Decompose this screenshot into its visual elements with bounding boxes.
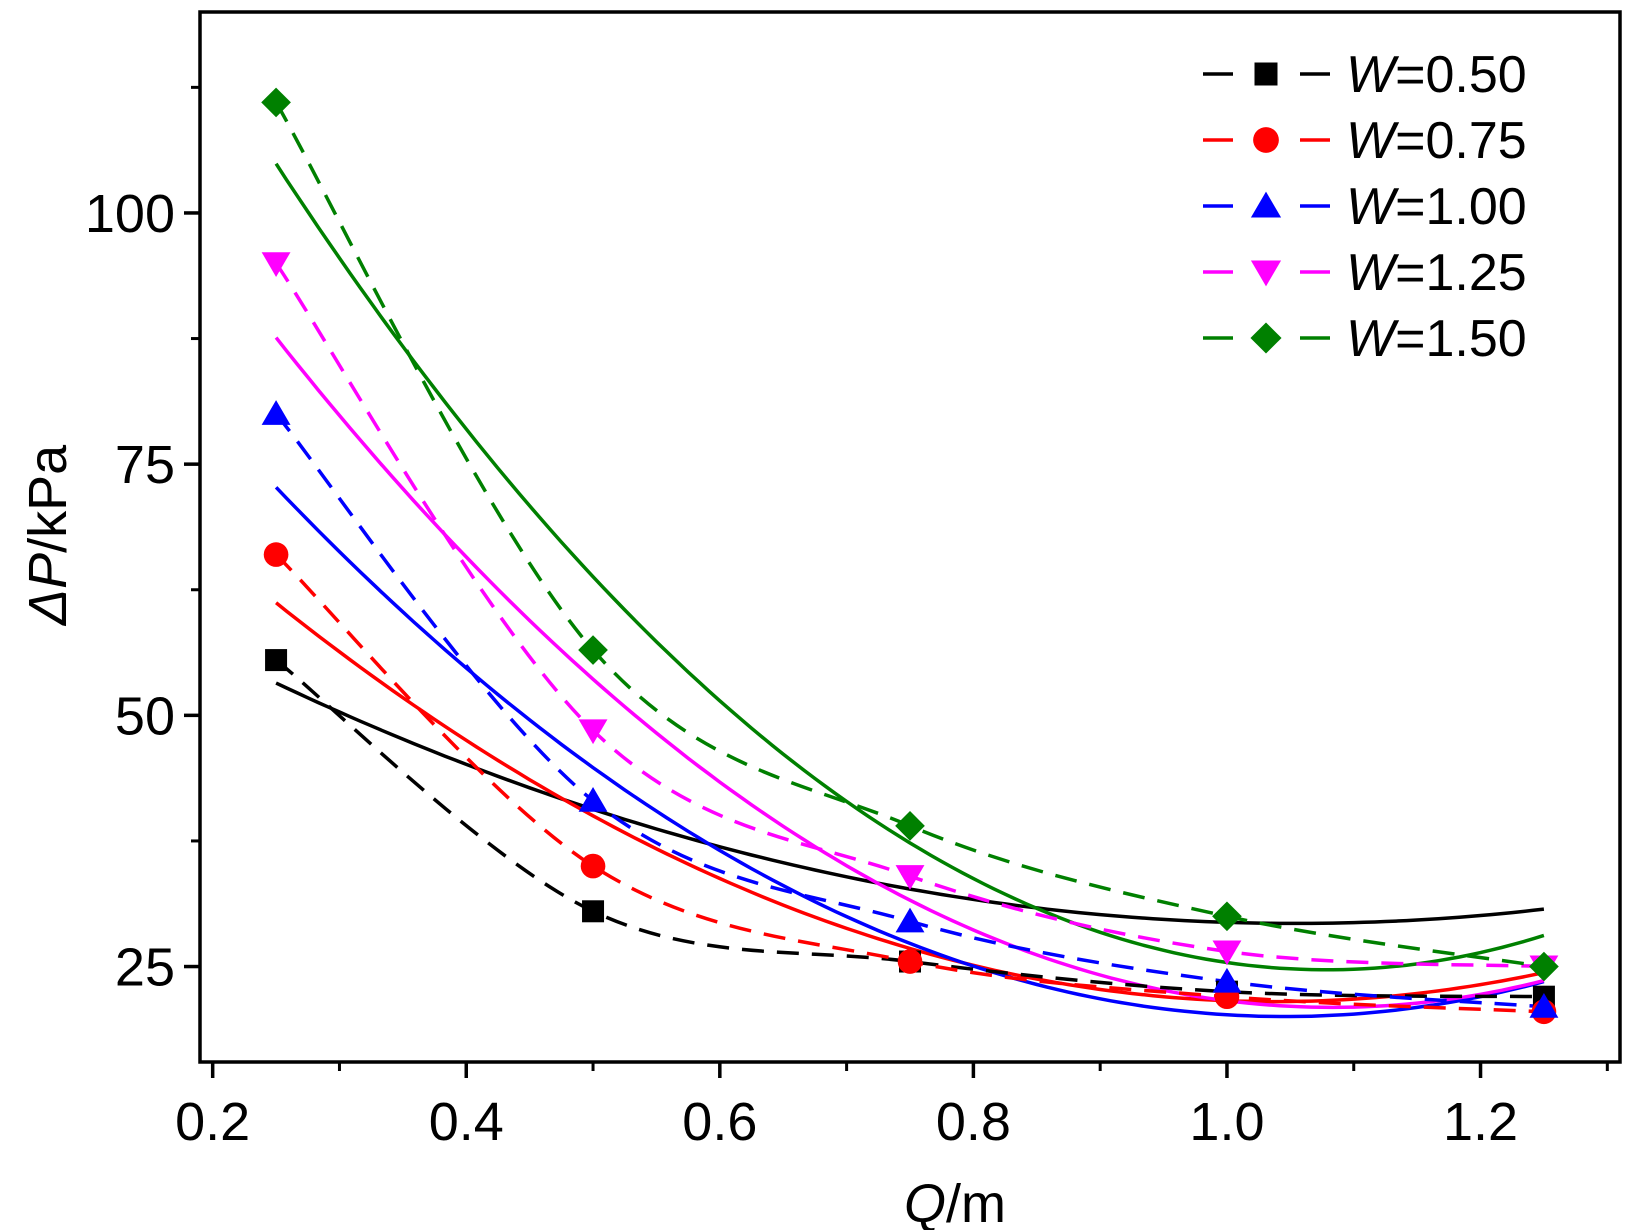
data-point-w-1-50	[895, 811, 925, 841]
legend-label-w-1-25: W=1.25	[1346, 244, 1527, 302]
data-point-w-1-00	[1212, 967, 1242, 993]
data-point-w-1-00	[578, 787, 608, 812]
x-axis-title-unit: /m	[946, 1174, 1006, 1230]
data-line-w-0-75	[274, 553, 1545, 1014]
x-tick-label: 1.0	[1189, 1092, 1264, 1152]
data-markers	[261, 87, 1559, 1025]
fit-curve-w-1-00	[274, 486, 1545, 1019]
y-tick-label: 25	[115, 938, 175, 998]
x-tick-label: 0.8	[936, 1092, 1011, 1152]
legend-marker-w-1-00	[1250, 191, 1282, 218]
data-point-w-1-50	[1529, 951, 1559, 982]
legend-label-w-0-75: W=0.75	[1346, 112, 1527, 170]
data-point-w-1-25	[261, 252, 291, 277]
legend-label-value: =0.50	[1395, 46, 1527, 104]
legend-item-w-0-50: W=0.50	[1203, 46, 1527, 104]
legend-label-var: W	[1346, 310, 1400, 368]
legend-item-w-1-50: W=1.50	[1203, 310, 1527, 368]
legend-label-value: =1.00	[1395, 178, 1527, 236]
data-point-w-1-00	[1529, 992, 1559, 1018]
legend-marker-w-1-25	[1250, 260, 1282, 287]
data-line-w-1-25	[274, 262, 1545, 969]
fit-curve-w-1-25	[274, 336, 1545, 1010]
data-point-w-1-50	[578, 635, 608, 665]
x-axis-title: Q/m	[904, 1174, 1006, 1230]
y-axis: 25 50 75 100	[85, 85, 200, 998]
data-point-w-1-25	[895, 865, 925, 890]
legend-label-var: W	[1346, 178, 1400, 236]
legend-label-value: =1.25	[1395, 244, 1527, 302]
data-point-w-0-75	[580, 853, 606, 879]
legend-label-w-0-50: W=0.50	[1346, 46, 1527, 104]
y-tick-label: 50	[115, 686, 175, 746]
legend-marker-w-1-50	[1250, 322, 1282, 354]
legend-item-w-1-00: W=1.00	[1203, 178, 1527, 236]
plot-frame	[198, 10, 1622, 1064]
fit-curves	[274, 162, 1545, 1019]
x-axis: 0.2 0.4 0.6 0.8 1.0 1.2	[175, 1062, 1609, 1152]
data-line-w-1-50	[274, 101, 1545, 969]
data-point-w-1-50	[1212, 901, 1242, 932]
legend-marker-w-0-75	[1253, 127, 1279, 153]
data-point-w-0-75	[897, 949, 923, 974]
legend-marker-w-0-50	[1254, 62, 1278, 86]
fit-curve-w-0-75	[275, 601, 1545, 1004]
y-axis-title-unit: /kPa	[18, 444, 78, 553]
y-tick-label: 100	[85, 184, 175, 244]
legend-label-var: W	[1346, 112, 1400, 170]
x-tick-label: 1.2	[1443, 1092, 1518, 1152]
legend-item-w-1-25: W=1.25	[1203, 244, 1527, 302]
legend-label-w-1-50: W=1.50	[1346, 310, 1527, 368]
legend-label-var: W	[1346, 244, 1400, 302]
data-point-w-1-50	[261, 87, 291, 118]
x-axis-title-var: Q	[904, 1174, 946, 1230]
data-lines	[274, 101, 1545, 1014]
data-point-w-0-50	[582, 900, 605, 923]
plot-area	[198, 10, 1622, 1064]
y-axis-title-var: ΔP	[18, 553, 78, 627]
x-tick-label: 0.2	[175, 1092, 250, 1152]
legend-item-w-0-75: W=0.75	[1203, 112, 1527, 170]
fit-curve-w-1-50	[274, 162, 1545, 972]
data-point-w-1-00	[261, 400, 291, 425]
legend: W=0.50W=0.75W=1.00W=1.25W=1.50	[1203, 46, 1527, 368]
legend-label-var: W	[1346, 46, 1400, 104]
data-line-w-0-50	[274, 658, 1544, 999]
y-tick-label: 75	[115, 435, 175, 495]
data-point-w-0-75	[263, 542, 289, 567]
legend-label-w-1-00: W=1.00	[1346, 178, 1527, 236]
data-point-w-1-25	[578, 719, 608, 745]
data-line-w-1-00	[274, 412, 1545, 1009]
data-point-w-1-25	[1212, 940, 1242, 966]
y-axis-title: ΔP/kPa	[18, 444, 78, 627]
x-tick-label: 0.4	[429, 1092, 504, 1152]
data-point-w-1-00	[895, 907, 925, 933]
legend-label-value: =1.50	[1395, 310, 1527, 368]
data-point-w-0-50	[265, 649, 288, 672]
x-tick-label: 0.6	[682, 1092, 757, 1152]
legend-label-value: =0.75	[1395, 112, 1527, 170]
